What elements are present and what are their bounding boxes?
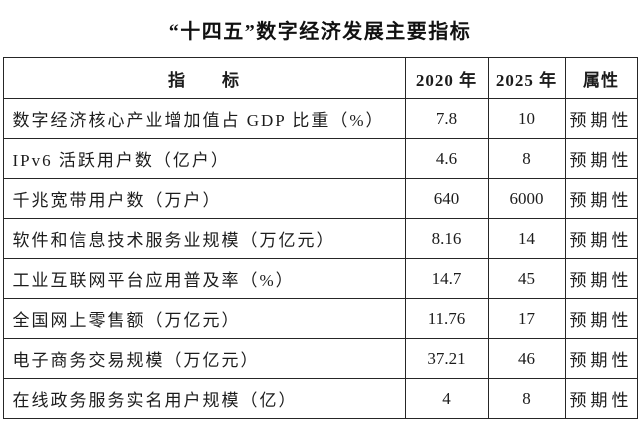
col-header-indicator: 指 标 xyxy=(2,57,406,99)
indicator-cell: 数字经济核心产业增加值占 GDP 比重（%） xyxy=(2,98,406,139)
indicator-cell: 千兆宽带用户数（万户） xyxy=(2,178,406,219)
value-2020-cell: 640 xyxy=(404,178,489,219)
indicator-cell: 在线政务服务实名用户规模（亿） xyxy=(2,378,406,419)
value-2025-cell: 45 xyxy=(487,258,566,299)
value-2020-cell: 4 xyxy=(404,378,489,419)
attribute-cell: 预期性 xyxy=(564,338,638,379)
attribute-cell: 预期性 xyxy=(564,138,638,179)
attribute-cell: 预期性 xyxy=(564,378,638,419)
value-2020-cell: 11.76 xyxy=(404,298,489,339)
value-2020-cell: 37.21 xyxy=(404,338,489,379)
attribute-cell: 预期性 xyxy=(564,298,638,339)
page-title: “十四五”数字经济发展主要指标 xyxy=(168,21,472,43)
attribute-cell: 预期性 xyxy=(564,258,638,299)
value-2025-cell: 6000 xyxy=(487,178,566,219)
col-header-2025: 2025 年 xyxy=(487,57,566,99)
attribute-cell: 预期性 xyxy=(564,178,638,219)
value-2020-cell: 8.16 xyxy=(404,218,489,259)
value-2020-cell: 14.7 xyxy=(404,258,489,299)
value-2025-cell: 8 xyxy=(487,138,566,179)
value-2025-cell: 46 xyxy=(487,338,566,379)
col-header-attribute: 属性 xyxy=(564,57,638,99)
attribute-cell: 预期性 xyxy=(564,218,638,259)
table-row: 软件和信息技术服务业规模（万亿元） 8.16 14 预期性 xyxy=(2,218,638,259)
attribute-cell: 预期性 xyxy=(564,98,638,139)
table-row: IPv6 活跃用户数（亿户） 4.6 8 预期性 xyxy=(2,138,638,179)
indicators-table: 指 标 2020 年 2025 年 属性 数字经济核心产业增加值占 GDP 比重… xyxy=(2,57,638,419)
table-row: 千兆宽带用户数（万户） 640 6000 预期性 xyxy=(2,178,638,219)
table-row: 在线政务服务实名用户规模（亿） 4 8 预期性 xyxy=(2,378,638,419)
indicator-cell: 软件和信息技术服务业规模（万亿元） xyxy=(2,218,406,259)
value-2025-cell: 10 xyxy=(487,98,566,139)
indicator-cell: 工业互联网平台应用普及率（%） xyxy=(2,258,406,299)
table-row: 全国网上零售额（万亿元） 11.76 17 预期性 xyxy=(2,298,638,339)
indicator-cell: 电子商务交易规模（万亿元） xyxy=(2,338,406,379)
header-row: 指 标 2020 年 2025 年 属性 xyxy=(2,57,638,99)
table-row: 电子商务交易规模（万亿元） 37.21 46 预期性 xyxy=(2,338,638,379)
value-2025-cell: 17 xyxy=(487,298,566,339)
col-header-2020: 2020 年 xyxy=(404,57,489,99)
indicator-cell: IPv6 活跃用户数（亿户） xyxy=(2,138,406,179)
table-row: 数字经济核心产业增加值占 GDP 比重（%） 7.8 10 预期性 xyxy=(2,98,638,139)
indicator-cell: 全国网上零售额（万亿元） xyxy=(2,298,406,339)
value-2020-cell: 4.6 xyxy=(404,138,489,179)
value-2020-cell: 7.8 xyxy=(404,98,489,139)
table-row: 工业互联网平台应用普及率（%） 14.7 45 预期性 xyxy=(2,258,638,299)
value-2025-cell: 8 xyxy=(487,378,566,419)
value-2025-cell: 14 xyxy=(487,218,566,259)
